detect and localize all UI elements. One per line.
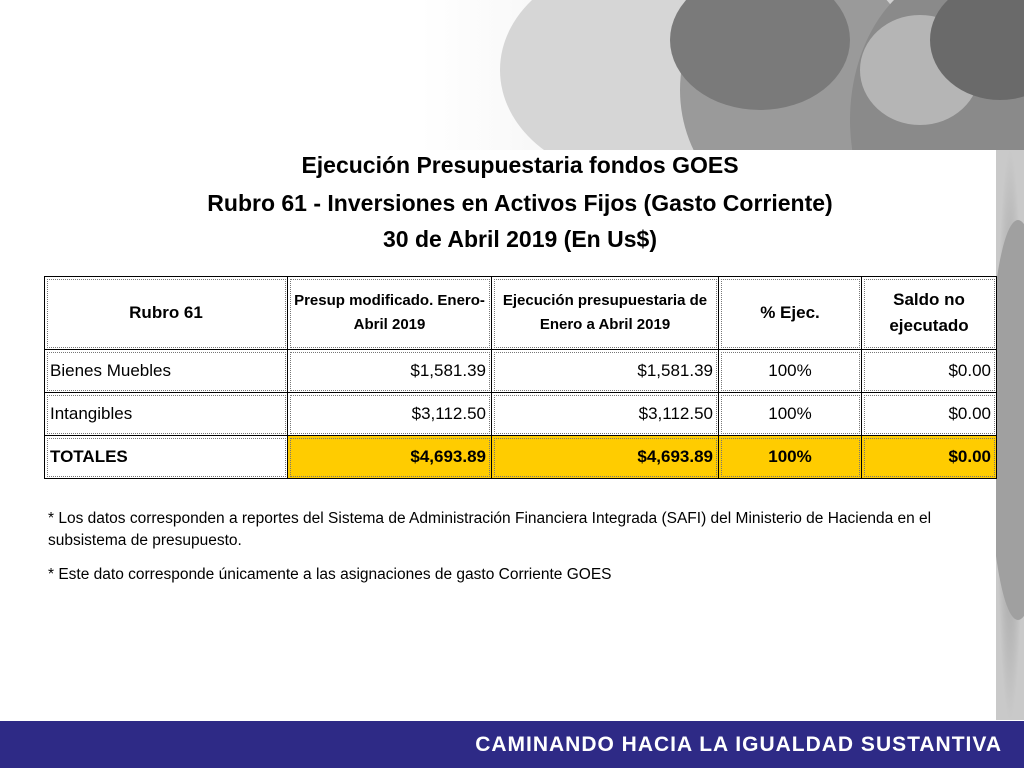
cell-porcentaje: 100% [718,392,862,436]
table-totals-row: TOTALES $4,693.89 $4,693.89 100% $0.00 [44,435,997,479]
cell-total-ejecucion: $4,693.89 [491,435,719,479]
cell-presupuesto: $1,581.39 [287,349,492,393]
cell-rubro: Bienes Muebles [44,349,288,393]
header-porcentaje: % Ejec. [718,276,862,350]
cell-ejecucion: $1,581.39 [491,349,719,393]
footer-slogan: CAMINANDO HACIA LA IGUALDAD SUSTANTIVA [475,733,1002,756]
cell-saldo: $0.00 [861,392,997,436]
footer-bar: CAMINANDO HACIA LA IGUALDAD SUSTANTIVA [0,721,1024,768]
page-subtitle: Rubro 61 - Inversiones en Activos Fijos … [207,190,833,216]
budget-table: Rubro 61 Presup modificado. Enero-Abril … [44,276,997,479]
footnote-safi: * Los datos corresponden a reportes del … [48,510,932,549]
page-title: Ejecución Presupuestaria fondos GOES [301,152,739,178]
header-saldo: Saldo no ejecutado [861,276,997,350]
cell-rubro: Intangibles [44,392,288,436]
cell-presupuesto: $3,112.50 [287,392,492,436]
cell-saldo: $0.00 [861,349,997,393]
cell-total-porcentaje: 100% [718,435,862,479]
cell-totales-label: TOTALES [44,435,288,479]
cell-total-saldo: $0.00 [861,435,997,479]
header-ejecucion: Ejecución presupuestaria de Enero a Abri… [491,276,719,350]
page-date: 30 de Abril 2019 (En Us$) [383,226,657,252]
cell-total-presupuesto: $4,693.89 [287,435,492,479]
cell-porcentaje: 100% [718,349,862,393]
table-row: Intangibles $3,112.50 $3,112.50 100% $0.… [44,392,997,436]
header-presupuesto-modificado: Presup modificado. Enero-Abril 2019 [287,276,492,350]
cell-ejecucion: $3,112.50 [491,392,719,436]
table-row: Bienes Muebles $1,581.39 $1,581.39 100% … [44,349,997,393]
footnote-gasto-corriente: * Este dato corresponde únicamente a las… [48,566,612,583]
table-header-row: Rubro 61 Presup modificado. Enero-Abril … [44,276,997,350]
header-rubro: Rubro 61 [44,276,288,350]
